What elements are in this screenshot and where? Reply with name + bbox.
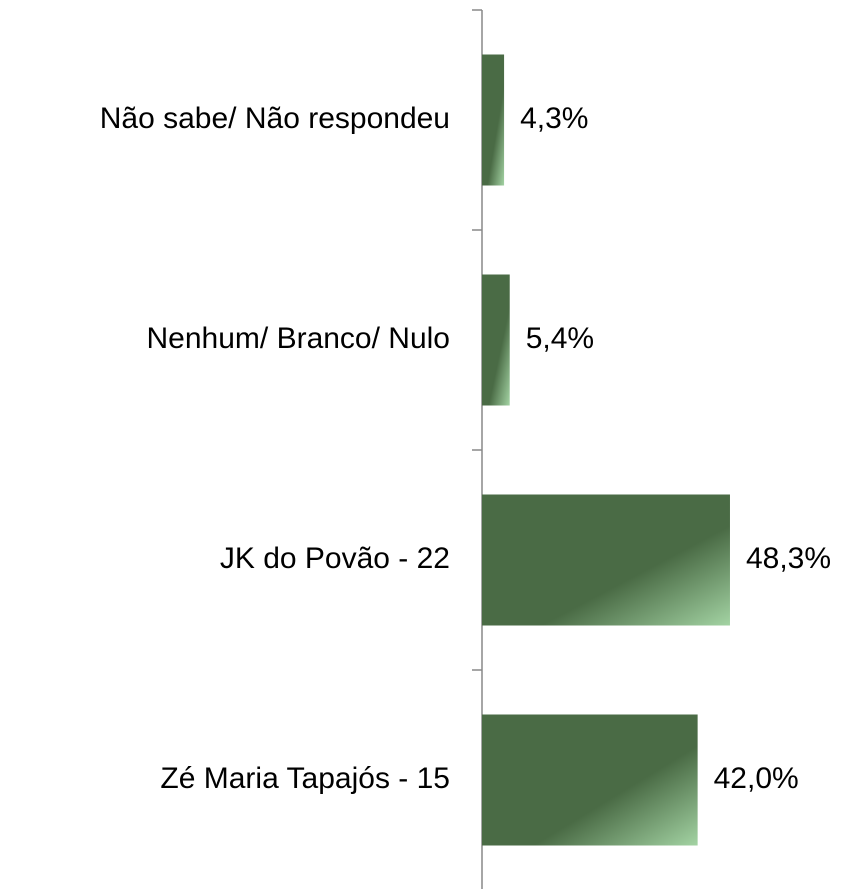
category-label: Nenhum/ Branco/ Nulo — [147, 322, 451, 355]
category-label: Não sabe/ Não respondeu — [100, 102, 450, 135]
value-label: 48,3% — [746, 542, 831, 575]
bar — [482, 714, 698, 846]
bar — [482, 494, 730, 626]
value-label: 42,0% — [714, 762, 799, 795]
value-label: 4,3% — [520, 102, 588, 135]
category-label: Zé Maria Tapajós - 15 — [160, 762, 450, 795]
bar — [482, 274, 510, 406]
bar — [482, 54, 505, 186]
value-label: 5,4% — [526, 322, 594, 355]
category-label: JK do Povão - 22 — [220, 542, 450, 575]
